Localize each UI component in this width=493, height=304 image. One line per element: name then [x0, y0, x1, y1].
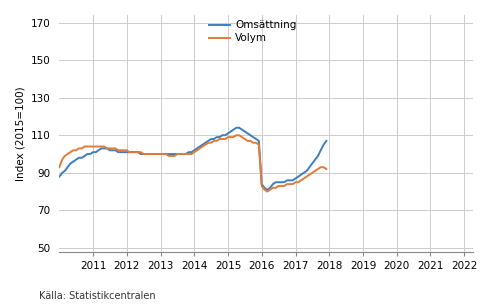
- Text: Källa: Statistikcentralen: Källa: Statistikcentralen: [39, 291, 156, 301]
- Y-axis label: Index (2015=100): Index (2015=100): [15, 86, 25, 181]
- Line: Omsättning: Omsättning: [59, 128, 326, 190]
- Legend: Omsättning, Volym: Omsättning, Volym: [209, 20, 297, 43]
- Line: Volym: Volym: [59, 135, 326, 192]
